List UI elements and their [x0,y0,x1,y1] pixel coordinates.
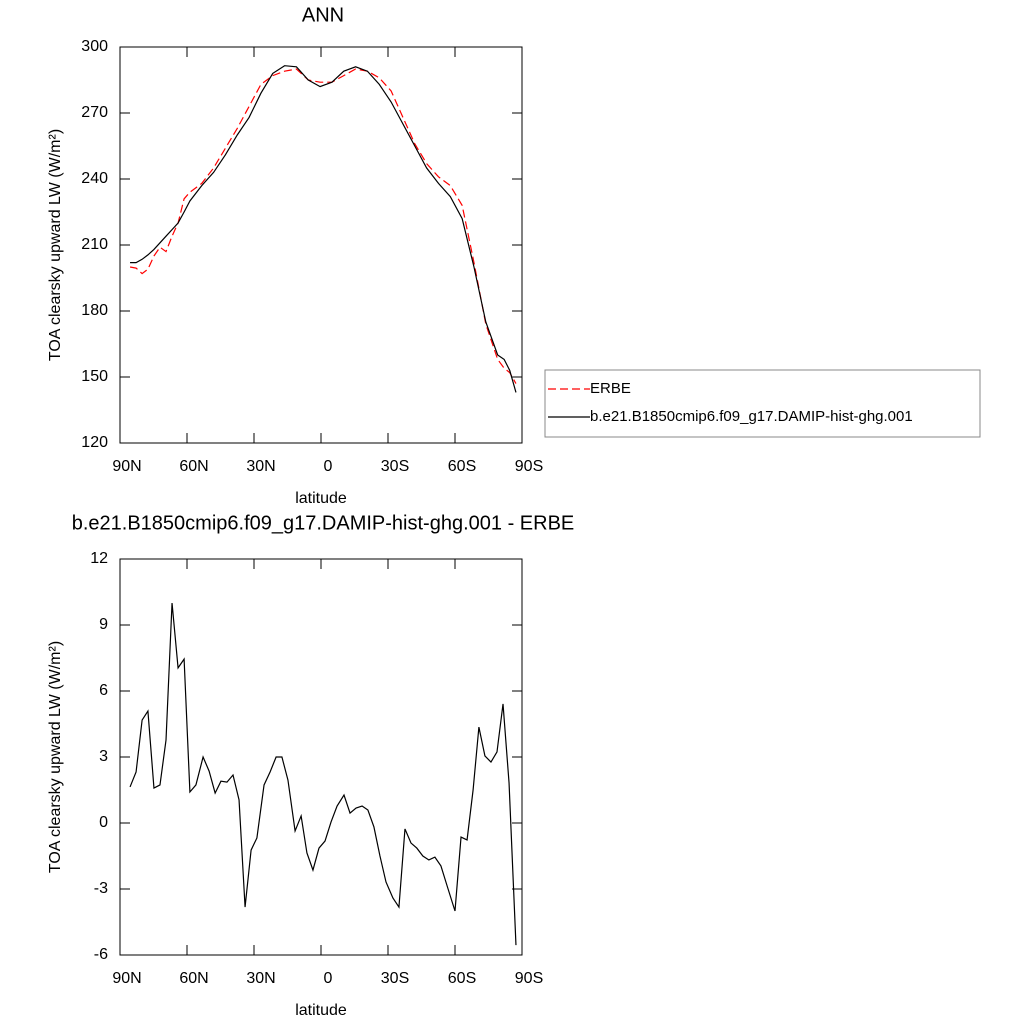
y-tick-label: 300 [81,38,108,55]
y-tick-label: 210 [81,236,108,253]
x-tick-label: 60N [179,458,208,475]
x-tick-label: 60S [448,970,476,987]
x-tick-label: 90S [515,970,543,987]
chart-title: ANN [302,4,344,26]
x-tick-label: 90N [112,970,141,987]
x-axis-label: latitude [295,1002,347,1019]
y-axis-label: TOA clearsky upward LW (W/m²) [47,129,64,361]
x-tick-label: 30S [381,458,409,475]
y-tick-label: 270 [81,104,108,121]
y-tick-label: 180 [81,302,108,319]
x-tick-label: 30N [246,458,275,475]
x-tick-label: 0 [324,970,333,987]
y-axis-label: TOA clearsky upward LW (W/m²) [47,641,64,873]
y-tick-label: 3 [99,748,108,765]
legend-label: ERBE [590,380,631,397]
chart-title: b.e21.B1850cmip6.f09_g17.DAMIP-hist-ghg.… [72,512,575,534]
y-tick-label: -3 [94,880,108,897]
y-tick-label: 6 [99,682,108,699]
x-tick-label: 30S [381,970,409,987]
y-tick-label: -6 [94,946,108,963]
legend-label: b.e21.B1850cmip6.f09_g17.DAMIP-hist-ghg.… [590,408,913,425]
y-tick-label: 0 [99,814,108,831]
legend-box [544,369,981,438]
data-line [129,602,517,946]
plot-frame [119,558,523,956]
x-tick-label: 60S [448,458,476,475]
data-line [129,68,517,384]
plot-frame [119,46,523,444]
data-line [130,65,517,393]
y-tick-label: 150 [81,368,108,385]
x-tick-label: 0 [324,458,333,475]
x-axis-label: latitude [295,490,347,507]
x-tick-label: 90S [515,458,543,475]
x-tick-label: 90N [112,458,141,475]
x-tick-label: 30N [246,970,275,987]
y-tick-label: 240 [81,170,108,187]
x-tick-label: 60N [179,970,208,987]
y-tick-label: 120 [81,434,108,451]
y-tick-label: 9 [99,616,108,633]
y-tick-label: 12 [90,550,108,567]
